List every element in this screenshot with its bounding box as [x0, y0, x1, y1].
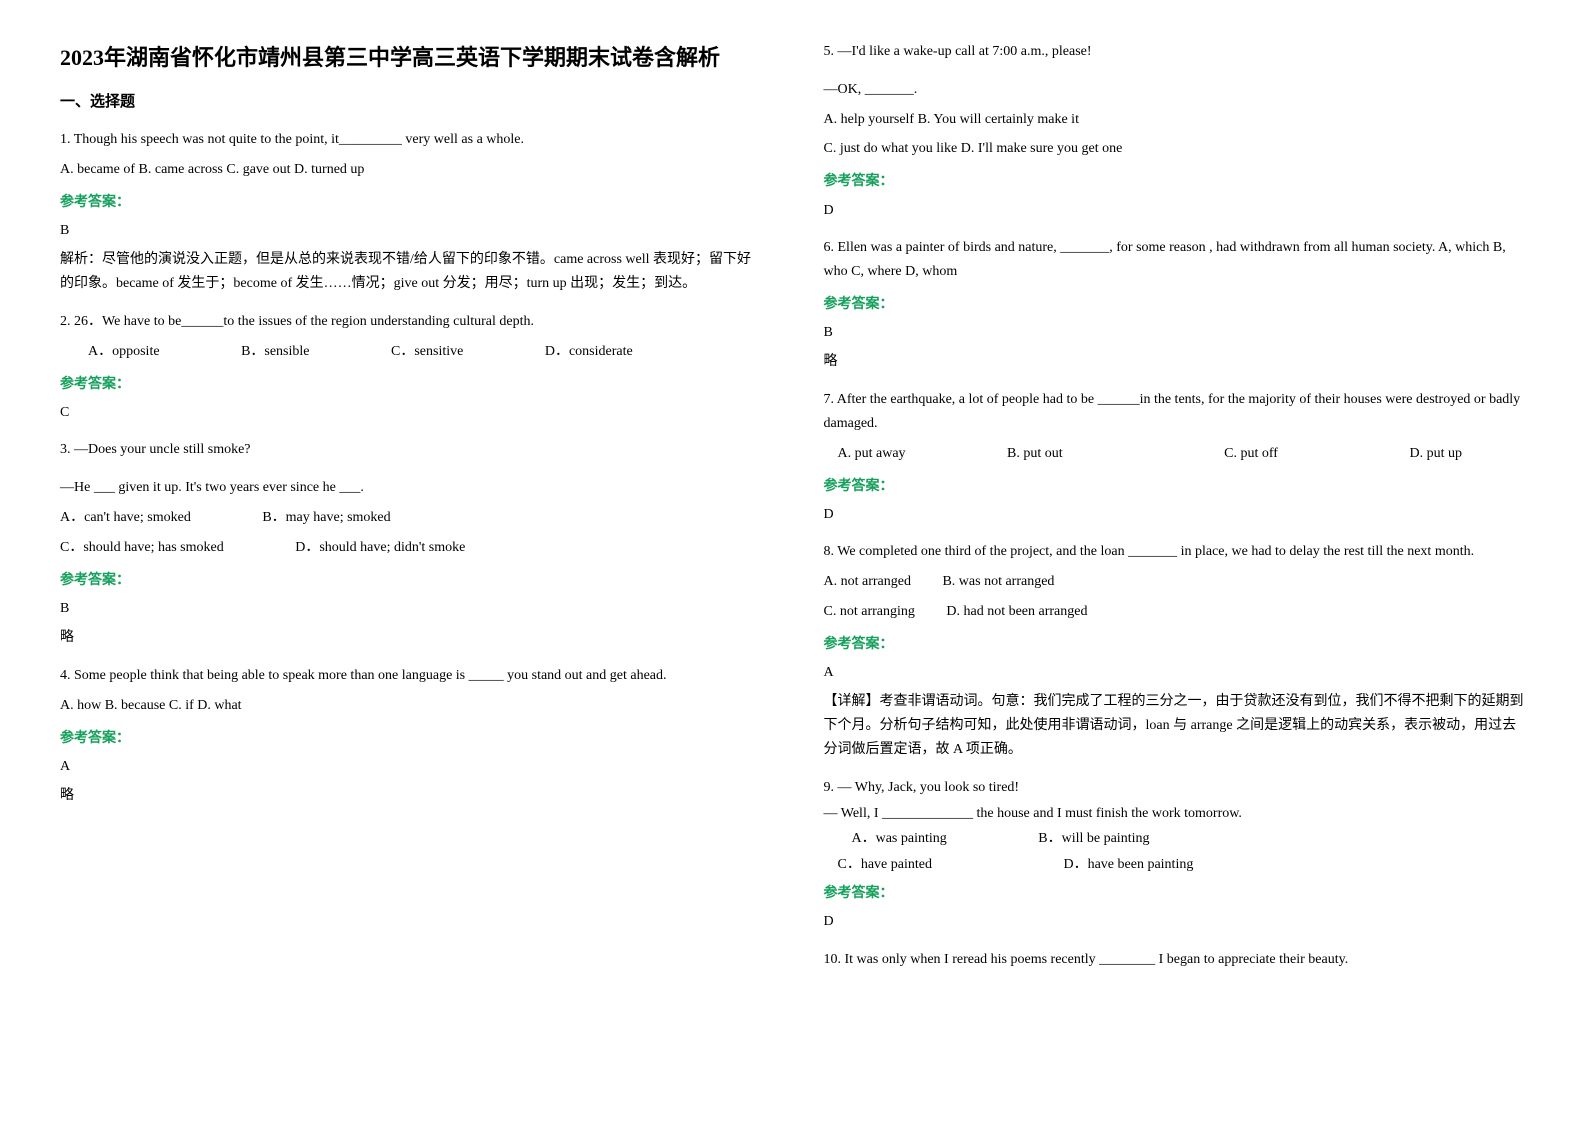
q4-stem: 4. Some people think that being able to …: [60, 664, 764, 688]
q7-optA: A. put away: [838, 442, 906, 466]
q5-stem2: —OK, _______.: [824, 78, 1528, 102]
q9-optC: C．have painted: [838, 853, 932, 877]
section-header-choice: 一、选择题: [60, 90, 764, 114]
q1-answer: B: [60, 220, 764, 242]
q9-optB: B．will be painting: [1038, 827, 1149, 851]
q5-stem1: 5. —I'd like a wake-up call at 7:00 a.m.…: [824, 40, 1528, 64]
q2-stem: 2. 26．We have to be______to the issues o…: [60, 310, 764, 334]
q6-stem: 6. Ellen was a painter of birds and natu…: [824, 236, 1528, 284]
q2-answer: C: [60, 402, 764, 424]
q8-optC: C. not arranging: [824, 600, 915, 624]
q7-answer: D: [824, 504, 1528, 526]
q4-answer-label: 参考答案：: [60, 728, 764, 750]
q4-options: A. how B. because C. if D. what: [60, 694, 764, 718]
q8-optB: B. was not arranged: [942, 570, 1054, 594]
q9-optD: D．have been painting: [1063, 853, 1193, 877]
q7-optD: D. put up: [1409, 442, 1462, 466]
q10-stem: 10. It was only when I reread his poems …: [824, 948, 1528, 972]
q5-options-row1: A. help yourself B. You will certainly m…: [824, 108, 1528, 132]
q8-optA: A. not arranged: [824, 570, 911, 594]
q9-answer-label: 参考答案：: [824, 883, 1528, 905]
q9-options-row2: C．have painted D．have been painting: [824, 853, 1528, 877]
q2-optC: C．sensitive: [391, 340, 463, 364]
q2-answer-label: 参考答案：: [60, 374, 764, 396]
q4-answer: A: [60, 756, 764, 778]
q8-options-row1: A. not arranged B. was not arranged: [824, 570, 1528, 594]
q1-answer-label: 参考答案：: [60, 192, 764, 214]
q3-optC: C．should have; has smoked: [60, 536, 224, 560]
q6-answer-label: 参考答案：: [824, 294, 1528, 316]
q5-answer: D: [824, 200, 1528, 222]
q7-stem: 7. After the earthquake, a lot of people…: [824, 388, 1528, 436]
q7-optC: C. put off: [1224, 442, 1278, 466]
q3-optD: D．should have; didn't smoke: [295, 536, 465, 560]
q3-stem2: —He ___ given it up. It's two years ever…: [60, 476, 764, 500]
q5-options-row2: C. just do what you like D. I'll make su…: [824, 137, 1528, 161]
q3-options-row1: A．can't have; smoked B．may have; smoked: [60, 506, 764, 530]
q1-explain: 解析：尽管他的演说没入正题，但是从总的来说表现不错/给人留下的印象不错。came…: [60, 248, 764, 296]
q9-optA: A．was painting: [852, 827, 947, 851]
q3-optA: A．can't have; smoked: [60, 506, 191, 530]
q9-stem1: 9. — Why, Jack, you look so tired!: [824, 776, 1528, 800]
q6-answer: B: [824, 322, 1528, 344]
q4-omit: 略: [60, 784, 764, 808]
q9-answer: D: [824, 911, 1528, 933]
q2-optB: B．sensible: [241, 340, 309, 364]
q3-answer: B: [60, 598, 764, 620]
q1-options: A. became of B. came across C. gave out …: [60, 158, 764, 182]
q1-stem: 1. Though his speech was not quite to th…: [60, 128, 764, 152]
q8-stem: 8. We completed one third of the project…: [824, 540, 1528, 564]
q2-options: A．opposite B．sensible C．sensitive D．cons…: [60, 340, 764, 364]
q5-answer-label: 参考答案：: [824, 171, 1528, 193]
q3-stem1: 3. —Does your uncle still smoke?: [60, 438, 764, 462]
q9-stem2: — Well, I _____________ the house and I …: [824, 802, 1528, 826]
q3-options-row2: C．should have; has smoked D．should have;…: [60, 536, 764, 560]
left-column: 2023年湖南省怀化市靖州县第三中学高三英语下学期期末试卷含解析 一、选择题 1…: [60, 40, 764, 978]
q3-optB: B．may have; smoked: [262, 506, 390, 530]
q2-optA: A．opposite: [88, 340, 160, 364]
q8-explain: 【详解】考查非谓语动词。句意：我们完成了工程的三分之一，由于贷款还没有到位，我们…: [824, 690, 1528, 761]
q8-answer: A: [824, 662, 1528, 684]
q8-answer-label: 参考答案：: [824, 634, 1528, 656]
q7-optB: B. put out: [1007, 442, 1063, 466]
q8-options-row2: C. not arranging D. had not been arrange…: [824, 600, 1528, 624]
q3-answer-label: 参考答案：: [60, 570, 764, 592]
right-column: 5. —I'd like a wake-up call at 7:00 a.m.…: [824, 40, 1528, 978]
q9-options-row1: A．was painting B．will be painting: [824, 827, 1528, 851]
q3-omit: 略: [60, 626, 764, 650]
q2-optD: D．considerate: [545, 340, 633, 364]
exam-title: 2023年湖南省怀化市靖州县第三中学高三英语下学期期末试卷含解析: [60, 40, 764, 72]
q7-options: A. put away B. put out C. put off D. put…: [824, 442, 1528, 466]
q8-optD: D. had not been arranged: [946, 600, 1087, 624]
q7-answer-label: 参考答案：: [824, 476, 1528, 498]
q6-omit: 略: [824, 350, 1528, 374]
